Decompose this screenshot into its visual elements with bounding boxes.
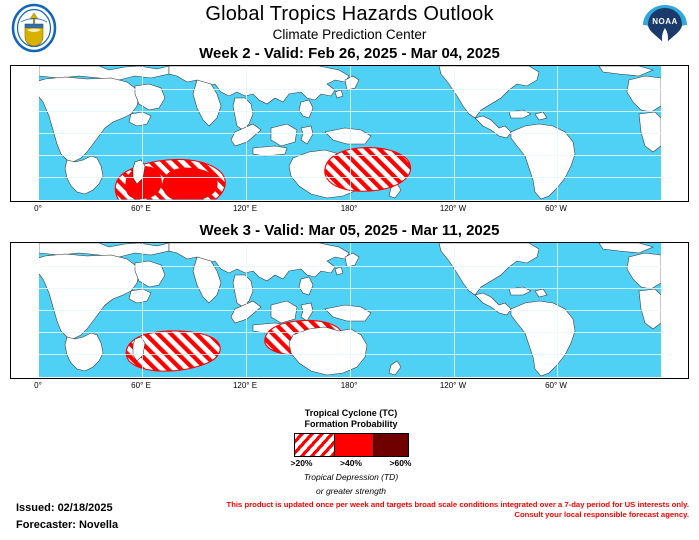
disclaimer-line1: This product is updated once per week an…: [226, 500, 690, 509]
product-disclaimer: This product is updated once per week an…: [199, 500, 690, 520]
gridline-lon-120w: [454, 243, 455, 377]
gridline-lon-120w: [454, 66, 455, 200]
w3-lon-label-120w: 120° W: [439, 381, 467, 390]
disclaimer-line2: Consult your local responsible forecast …: [514, 510, 689, 519]
week3-lon-axis: 0° 60° E 120° E 180° 120° W 60° W: [34, 381, 660, 395]
department-of-commerce-seal-icon: [10, 3, 58, 53]
week3-hazard-sw-indian-hatched: [125, 330, 221, 372]
legend-color-bar: [293, 433, 409, 457]
w3-lon-label-60w: 60° W: [545, 381, 567, 390]
legend-swatch-20-percent: [294, 434, 335, 456]
week2-hazard-coral-sea-hatched: [324, 147, 411, 192]
page-title: Global Tropics Hazards Outlook: [205, 3, 494, 25]
legend-note-line1: Tropical Depression (TD): [303, 472, 399, 482]
tc-probability-legend: Tropical Cyclone (TC) Formation Probabil…: [276, 408, 426, 496]
w3-lon-label-180: 180°: [340, 381, 358, 390]
page-header: Global Tropics Hazards Outlook Climate P…: [0, 0, 699, 62]
week3-panel-title: Week 3 - Valid: Mar 05, 2025 - Mar 11, 2…: [199, 222, 500, 239]
w2-lon-label-60e: 60° E: [131, 204, 151, 213]
week3-map-canvas: 30° N 15° N 0° 15° S 30° S 30° N 15° N 0…: [39, 243, 661, 377]
week2-hazard-sw-indian-solid-east: [162, 167, 218, 200]
week2-lon-axis: 0° 60° E 120° E 180° 120° W 60° W: [34, 204, 660, 218]
gridline-lon-60e: [142, 66, 143, 200]
gridline-lon-120e: [246, 66, 247, 200]
week2-map-panel: 30° N 15° N 0° 15° S 30° S 30° N 15° N 0…: [10, 65, 689, 202]
gridline-lon-180: [350, 243, 351, 377]
page-subtitle: Climate Prediction Center: [272, 27, 427, 42]
svg-text:NOAA: NOAA: [652, 17, 678, 26]
issue-info: Issued: 02/18/2025 Forecaster: Novella: [16, 500, 118, 534]
w2-lon-label-120e: 120° E: [232, 204, 258, 213]
w2-lon-label-60w: 60° W: [545, 204, 567, 213]
gridline-lon-60w: [557, 243, 558, 377]
legend-swatch-60-percent: [373, 434, 408, 456]
legend-swatch-40-percent: [334, 434, 374, 456]
issued-date: Issued: 02/18/2025: [16, 502, 113, 514]
legend-label-20: >20%: [290, 458, 313, 468]
week3-map-panel: 30° N 15° N 0° 15° S 30° S 30° N 15° N 0…: [10, 242, 689, 379]
legend-tick-labels: >20% >40% >60%: [291, 458, 412, 468]
legend-note-line2: or greater strength: [316, 486, 386, 496]
w3-lon-label-0: 0°: [34, 381, 42, 390]
legend-label-60: >60%: [389, 458, 412, 468]
w2-lon-label-0: 0°: [34, 204, 42, 213]
gridline-lon-60e: [142, 243, 143, 377]
forecaster-name: Forecaster: Novella: [16, 519, 119, 531]
w2-lon-label-120w: 120° W: [439, 204, 467, 213]
w2-lon-label-180: 180°: [340, 204, 358, 213]
gridline-lon-180: [350, 66, 351, 200]
gridline-lon-60w: [557, 66, 558, 200]
noaa-logo-icon: NOAA: [640, 3, 690, 53]
week2-map-canvas: 30° N 15° N 0° 15° S 30° S 30° N 15° N 0…: [39, 66, 661, 200]
gridline-lon-120e: [246, 243, 247, 377]
w3-lon-label-60e: 60° E: [131, 381, 151, 390]
legend-title-line1: Tropical Cyclone (TC): [304, 408, 398, 418]
legend-title-line2: Formation Probability: [304, 419, 398, 429]
w3-lon-label-120e: 120° E: [232, 381, 258, 390]
week2-panel-title: Week 2 - Valid: Feb 26, 2025 - Mar 04, 2…: [199, 45, 500, 62]
legend-label-40: >40%: [340, 458, 362, 468]
